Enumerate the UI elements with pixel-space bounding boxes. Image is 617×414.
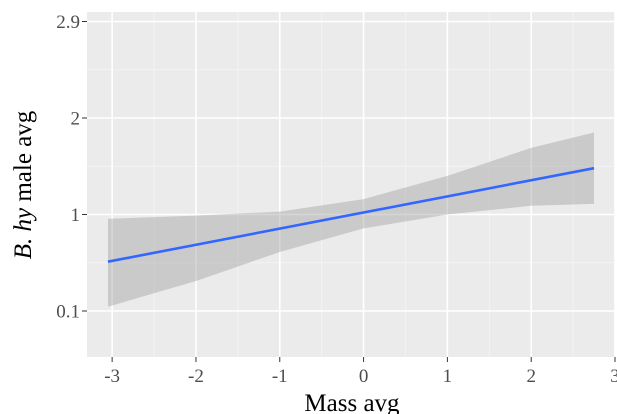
y-axis-title: B. hy male avg [10,110,37,259]
y-tick-labels: 0.1 1 2 2.9 [56,12,80,323]
y-tick-label: 1 [71,205,81,226]
x-tick-label: 2 [526,366,536,387]
major-gridlines [87,12,616,357]
y-tick-label: 0.1 [56,302,80,323]
y-axis-title-species: B. hy [10,207,37,259]
x-tick-label: -1 [272,366,288,387]
y-axis-title-rest: male avg [10,110,37,208]
axis-ticks [82,21,616,362]
ci-band-polygon [108,132,594,307]
x-tick-label: -2 [188,366,204,387]
confidence-band [108,132,594,307]
y-tick-label: 2.9 [56,12,80,33]
x-tick-label: 0 [359,366,369,387]
fit-line [107,166,595,263]
y-tick-label: 2 [71,109,81,130]
x-tick-label: 3 [610,366,617,387]
x-tick-labels: -3 -2 -1 0 1 2 3 [104,366,617,387]
regression-line [107,166,595,263]
x-tick-label: -3 [104,366,120,387]
minor-gridlines [87,12,615,357]
x-axis-title: Mass avg [304,390,400,414]
x-tick-label: 1 [443,366,453,387]
